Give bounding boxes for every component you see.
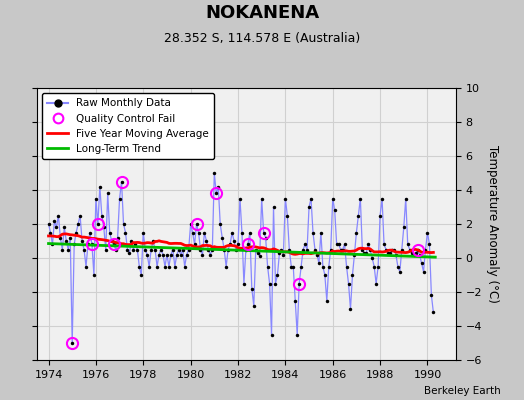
Text: Berkeley Earth: Berkeley Earth (424, 386, 500, 396)
Text: 28.352 S, 114.578 E (Australia): 28.352 S, 114.578 E (Australia) (164, 32, 360, 45)
Y-axis label: Temperature Anomaly (°C): Temperature Anomaly (°C) (486, 145, 499, 303)
Text: NOKANENA: NOKANENA (205, 4, 319, 22)
Legend: Raw Monthly Data, Quality Control Fail, Five Year Moving Average, Long-Term Tren: Raw Monthly Data, Quality Control Fail, … (42, 93, 214, 159)
